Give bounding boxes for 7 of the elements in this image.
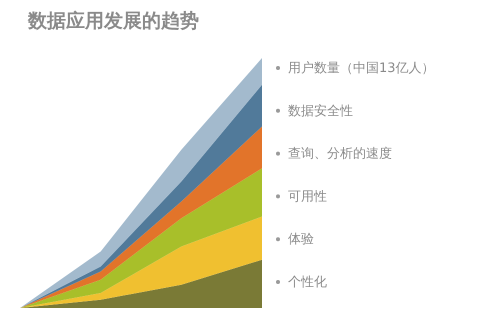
series-label: 体验 xyxy=(288,232,314,248)
chart-title: 数据应用发展的趋势 xyxy=(27,10,199,32)
series-label: 用户数量（中国13亿人） xyxy=(288,61,435,76)
series-label: 个性化 xyxy=(288,275,327,290)
series-label: 查询、分析的速度 xyxy=(288,146,392,162)
series-label: 可用性 xyxy=(288,189,327,204)
series-label: 数据安全性 xyxy=(288,102,353,119)
